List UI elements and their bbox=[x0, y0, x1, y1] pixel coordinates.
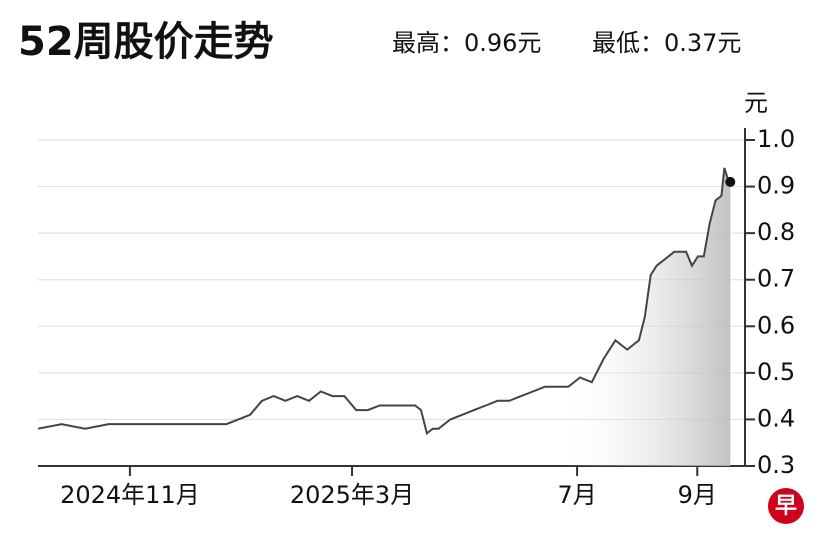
logo-badge bbox=[768, 488, 804, 524]
y-axis-label: 元 bbox=[744, 89, 768, 117]
y-tick-label: 1.0 bbox=[757, 125, 795, 153]
y-tick-label: 0.5 bbox=[757, 358, 795, 386]
chart-title: 52周股价走势 bbox=[18, 19, 274, 65]
end-marker bbox=[725, 176, 736, 187]
x-tick-label: 2024年11月 bbox=[60, 481, 200, 509]
x-tick-label: 2025年3月 bbox=[290, 481, 414, 509]
y-tick-label: 0.7 bbox=[757, 265, 795, 293]
annotation: 最高：0.96元 bbox=[392, 29, 541, 57]
logo: 早 bbox=[775, 494, 797, 519]
y-tick-label: 0.6 bbox=[757, 311, 795, 339]
area bbox=[38, 167, 731, 466]
x-tick-label: 7月 bbox=[557, 481, 596, 509]
y-tick-label: 0.4 bbox=[757, 404, 795, 432]
y-tick-label: 0.3 bbox=[757, 451, 795, 479]
y-tick-label: 0.9 bbox=[757, 172, 795, 200]
x-tick-label: 9月 bbox=[678, 481, 717, 509]
line bbox=[37, 167, 732, 436]
y-tick-label: 0.8 bbox=[757, 218, 795, 246]
annotation: 最低：0.37元 bbox=[592, 29, 741, 57]
